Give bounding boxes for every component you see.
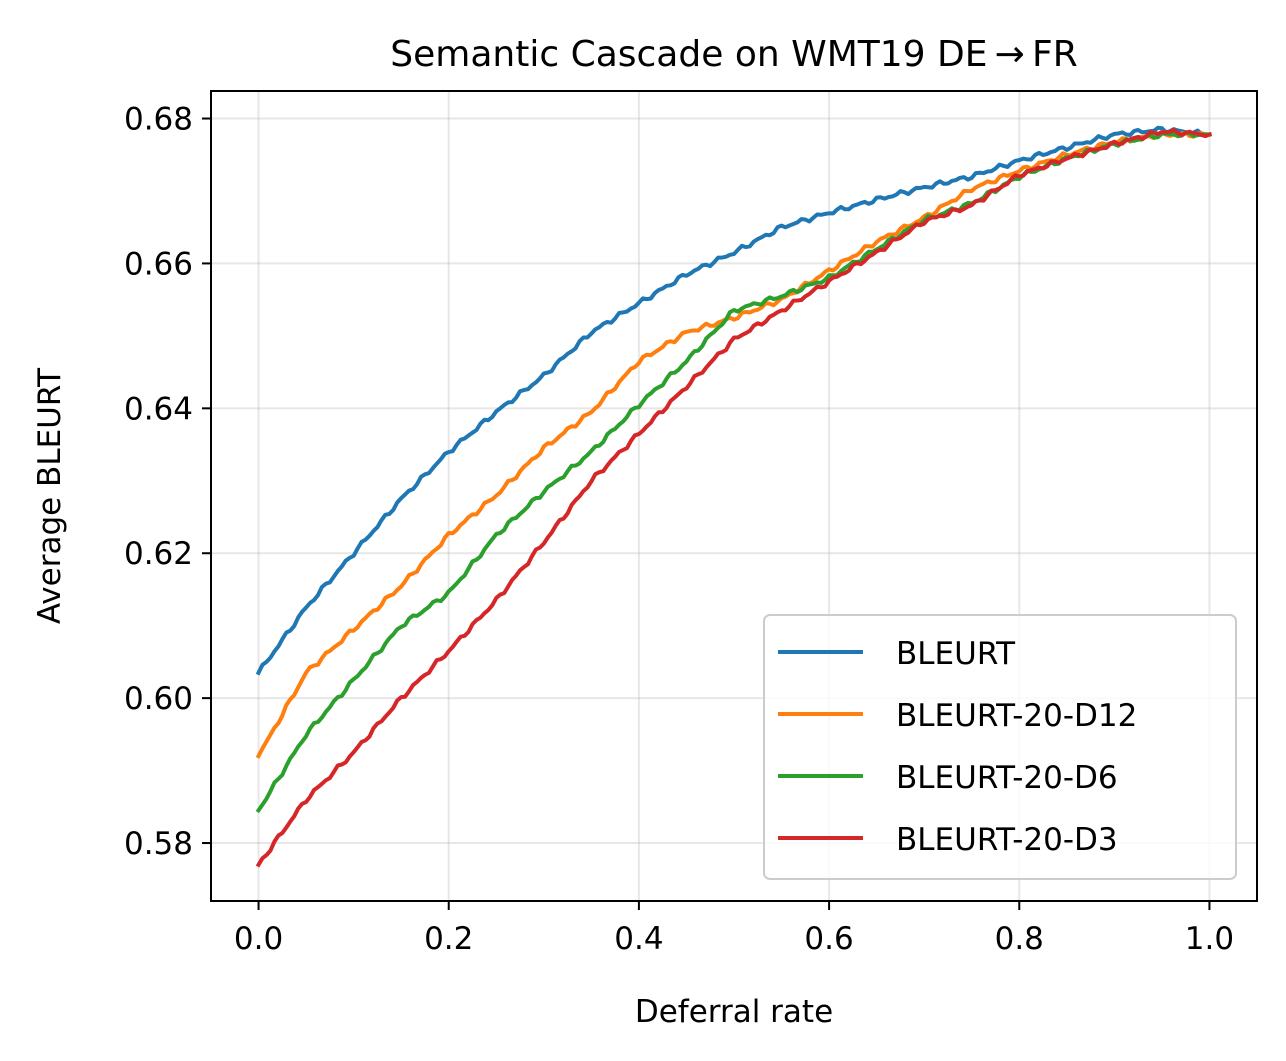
- ticks: 0.0 0.2 0.4 0.6 0.8 1.0 0.58 0.60 0.62 0.64 0.66 0.…: [124, 102, 1234, 957]
- grid: [211, 91, 1257, 901]
- y-tick-label: 0.60: [124, 681, 193, 717]
- chart-title: Semantic Cascade on WMT19 DE → FR: [390, 34, 1077, 75]
- legend-label-bleurt-20-d3: BLEURT-20-D3: [896, 822, 1118, 858]
- x-axis-title: Deferral rate: [635, 994, 833, 1030]
- y-tick-label: 0.62: [124, 536, 193, 572]
- x-tick-label: 0.4: [614, 921, 663, 957]
- y-tick-label: 0.68: [124, 102, 193, 138]
- y-axis-title: Average BLEURT: [32, 367, 68, 624]
- legend-label-bleurt-20-d6: BLEURT-20-D6: [896, 760, 1118, 796]
- series-line-bleurt: [255, 125, 1213, 676]
- plot-frame: [210, 90, 1258, 902]
- series-lines: [255, 125, 1213, 868]
- x-tick-label: 0.2: [424, 921, 473, 957]
- y-tick-label: 0.66: [124, 246, 193, 282]
- legend-label-bleurt: BLEURT: [896, 636, 1016, 672]
- legend-frame: [763, 614, 1237, 880]
- series-line-bleurt-20-d3: [255, 128, 1213, 868]
- x-tick-label: 0.0: [234, 921, 283, 957]
- y-tick-label: 0.58: [124, 826, 193, 862]
- x-tick-label: 1.0: [1185, 921, 1234, 957]
- y-tick-label: 0.64: [124, 391, 193, 427]
- x-tick-label: 0.8: [995, 921, 1044, 957]
- legend: BLEURT BLEURT-20-D12 BLEURT-20-D6 BLEURT-20…: [763, 614, 1237, 880]
- x-tick-label: 0.6: [804, 921, 853, 957]
- legend-label-bleurt-20-d12: BLEURT-20-D12: [896, 698, 1137, 734]
